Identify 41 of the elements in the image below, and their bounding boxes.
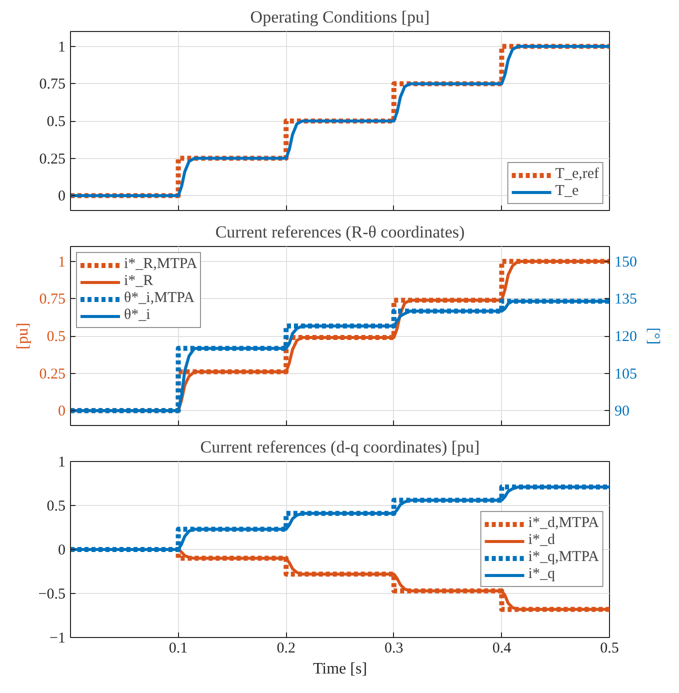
y-tick-label: 0.75: [39, 292, 66, 308]
legend-label: i*_d,MTPA: [528, 515, 599, 532]
y-tick-label: 0.75: [39, 76, 66, 93]
y-axis-title: [pu]: [14, 322, 32, 350]
y-tick-label: 1: [58, 254, 66, 270]
chart-title: Operating Conditions [pu]: [250, 8, 430, 26]
y2-tick-label: 150: [614, 254, 637, 270]
legend-label: θ*_i,MTPA: [124, 290, 194, 307]
y-tick-label: 1: [58, 39, 66, 56]
y-tick-label: 1: [58, 454, 66, 470]
y-tick-label: 0: [58, 404, 66, 420]
y-tick-label: 0: [58, 542, 66, 558]
x-tick-label: 0.1: [168, 640, 188, 656]
y-tick-label: −1: [50, 630, 66, 646]
x-tick-label: 0.5: [600, 640, 619, 656]
chart-title: Current references (R-θ coordinates): [215, 222, 465, 242]
legend-label: i*_d: [528, 532, 555, 549]
y-tick-label: 0.25: [39, 366, 66, 382]
chart-title: Current references (d-q coordinates) [pu]: [200, 438, 480, 456]
y2-axis-title: [°]: [645, 327, 662, 345]
x-axis-title: Time [s]: [312, 660, 368, 678]
legend-label: T_e: [555, 183, 579, 200]
y-tick-label: 0.5: [46, 114, 66, 130]
y2-tick-label: 105: [614, 366, 637, 382]
y-tick-label: 0: [58, 188, 66, 205]
y-tick-label: −0.5: [38, 586, 66, 602]
legend-label: i*_R,MTPA: [124, 256, 198, 273]
y2-tick-label: 90: [614, 404, 630, 420]
y-tick-label: 0.5: [46, 329, 66, 345]
legend-label: i*_q: [528, 566, 555, 583]
legend-label: i*_q,MTPA: [528, 549, 599, 566]
x-tick-label: 0.4: [492, 640, 512, 656]
x-tick-label: 0.2: [276, 640, 296, 656]
legend-label: T_e,ref: [555, 166, 599, 183]
legend-label: i*_R: [124, 273, 154, 290]
y2-tick-label: 120: [614, 329, 637, 345]
y2-tick-label: 135: [614, 292, 637, 308]
x-tick-label: 0.3: [384, 640, 404, 656]
y-tick-label: 0.25: [39, 151, 66, 168]
y-tick-label: 0.5: [46, 498, 66, 514]
legend-label: θ*_i: [124, 307, 150, 324]
